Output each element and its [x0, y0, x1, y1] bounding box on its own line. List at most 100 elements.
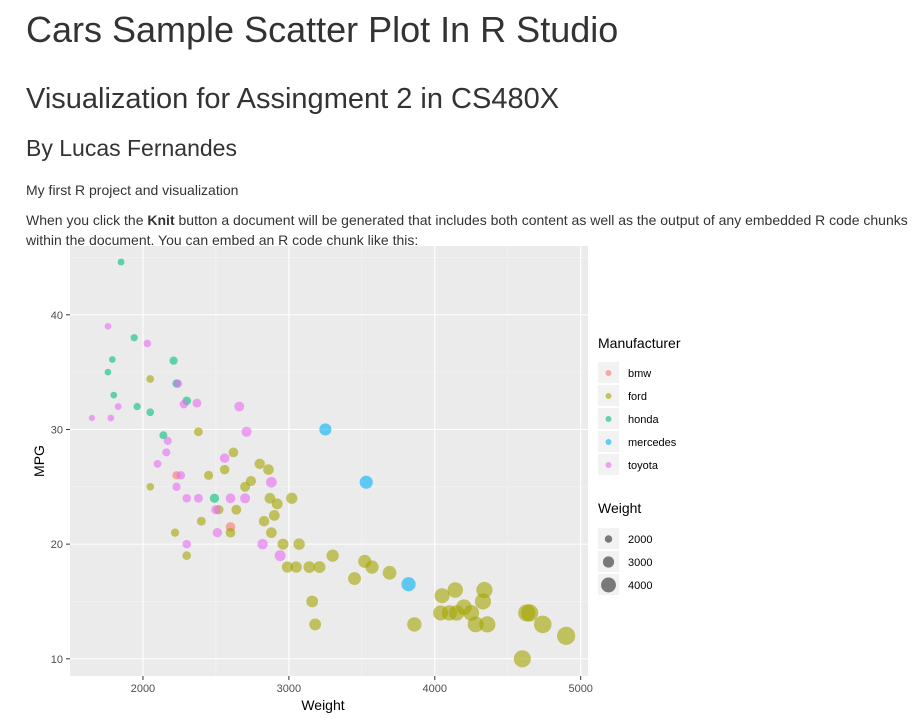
ford-point: [265, 527, 277, 539]
legend-size-key-3000: [602, 556, 615, 568]
ford-point: [170, 528, 180, 537]
ford-point: [313, 561, 326, 574]
ford-point: [228, 447, 239, 458]
ford-point: [146, 375, 155, 383]
legend-key-mercedes: [605, 439, 612, 445]
ford-point: [146, 482, 155, 491]
body-paragraph: When you click the Knit button a documen…: [26, 200, 916, 250]
toyota-point: [234, 401, 245, 412]
toyota-point: [162, 448, 171, 457]
ford-point: [434, 588, 450, 604]
y-tick-label: 10: [51, 654, 63, 666]
honda-point: [130, 334, 138, 342]
toyota-point: [173, 379, 183, 388]
mercedes-point: [359, 475, 373, 489]
toyota-point: [241, 426, 252, 437]
ford-point: [277, 538, 289, 550]
toyota-point: [212, 527, 223, 538]
honda-point: [104, 368, 112, 376]
legend-label-bmw: bmw: [628, 368, 651, 380]
y-axis-title: MPG: [31, 445, 47, 477]
toyota-point: [257, 538, 268, 550]
toyota-point: [153, 459, 162, 468]
ford-point: [281, 561, 293, 573]
legend: Manufacturer Weight bmw ford honda mercedes…: [598, 335, 681, 595]
ford-point: [303, 561, 316, 573]
toyota-point: [193, 493, 203, 503]
ford-point: [479, 616, 496, 633]
x-tick-label: 2000: [131, 683, 155, 695]
ford-point: [196, 516, 206, 526]
honda-point: [117, 258, 125, 266]
toyota-point: [192, 398, 202, 408]
toyota-point: [182, 539, 192, 549]
legend-label-ford: ford: [628, 391, 647, 403]
legend-label-mercedes: mercedes: [628, 437, 677, 449]
toyota-point: [211, 505, 221, 515]
ford-point: [204, 470, 214, 480]
toyota-point: [107, 414, 115, 422]
legend-key-ford: [605, 393, 612, 399]
ford-point: [225, 527, 236, 538]
legend-label-toyota: toyota: [628, 460, 659, 472]
scatter-plot-figure: 2000 3000 4000 5000 10 20 30 40 Weight MPG Manu…: [26, 238, 716, 723]
toyota-point: [143, 339, 152, 348]
ford-point: [447, 582, 463, 598]
legend-manufacturer-title: Manufacturer: [598, 335, 681, 351]
honda-point: [110, 391, 118, 399]
ford-point: [290, 561, 302, 573]
author-line: By Lucas Fernandes: [26, 135, 237, 161]
honda-point: [159, 431, 168, 440]
x-axis-title: Weight: [301, 697, 344, 713]
data-points: [88, 258, 576, 668]
ford-point: [293, 538, 305, 550]
ford-point: [467, 616, 484, 633]
toyota-point: [172, 482, 181, 491]
ford-point: [182, 551, 192, 560]
legend-size-label-4000: 4000: [628, 580, 652, 592]
legend-size-label-3000: 3000: [628, 557, 652, 569]
document: Cars Sample Scatter Plot In R Studio Vis…: [0, 0, 920, 250]
ford-point: [513, 650, 531, 668]
legend-weight-title: Weight: [598, 500, 641, 516]
ford-point: [286, 492, 298, 504]
body-text-after: button a document will be generated that…: [26, 212, 908, 248]
legend-key-honda: [605, 416, 612, 422]
page-subtitle: Visualization for Assingment 2 in CS480X: [26, 83, 560, 115]
body-text-before: When you click the: [26, 212, 148, 228]
ford-point: [264, 492, 276, 504]
x-tick-label: 4000: [423, 683, 447, 695]
honda-point: [209, 493, 220, 503]
ford-point: [231, 504, 242, 515]
y-tick-label: 30: [51, 424, 63, 436]
honda-point: [108, 356, 116, 363]
ford-point: [258, 515, 270, 527]
toyota-point: [219, 453, 230, 463]
ford-point: [245, 475, 257, 487]
ford-point: [407, 617, 422, 632]
page-title: Cars Sample Scatter Plot In R Studio: [26, 9, 619, 50]
ford-point: [476, 581, 493, 599]
toyota-point: [163, 436, 172, 445]
ford-point: [268, 510, 280, 521]
legend-key-toyota: [605, 462, 612, 468]
ford-point: [263, 464, 274, 475]
mercedes-point: [319, 423, 332, 436]
y-tick-label: 40: [51, 310, 63, 322]
legend-label-honda: honda: [628, 414, 659, 426]
ford-point: [219, 464, 230, 475]
y-tick-label: 20: [51, 539, 63, 551]
ford-point: [271, 498, 283, 510]
toyota-point: [265, 476, 277, 488]
x-tick-label: 5000: [568, 683, 592, 695]
ford-point: [557, 626, 576, 645]
toyota-point: [182, 493, 192, 503]
ford-point: [520, 604, 539, 622]
intro-paragraph: My first R project and visualization: [26, 182, 239, 198]
ford-point: [306, 595, 319, 608]
knit-bold-text: Knit: [147, 212, 175, 228]
honda-point: [169, 356, 178, 365]
scatter-plot-svg: 2000 3000 4000 5000 10 20 30 40 Weight MPG Manu…: [31, 246, 681, 713]
ford-point: [348, 572, 361, 585]
toyota-point: [179, 399, 189, 409]
